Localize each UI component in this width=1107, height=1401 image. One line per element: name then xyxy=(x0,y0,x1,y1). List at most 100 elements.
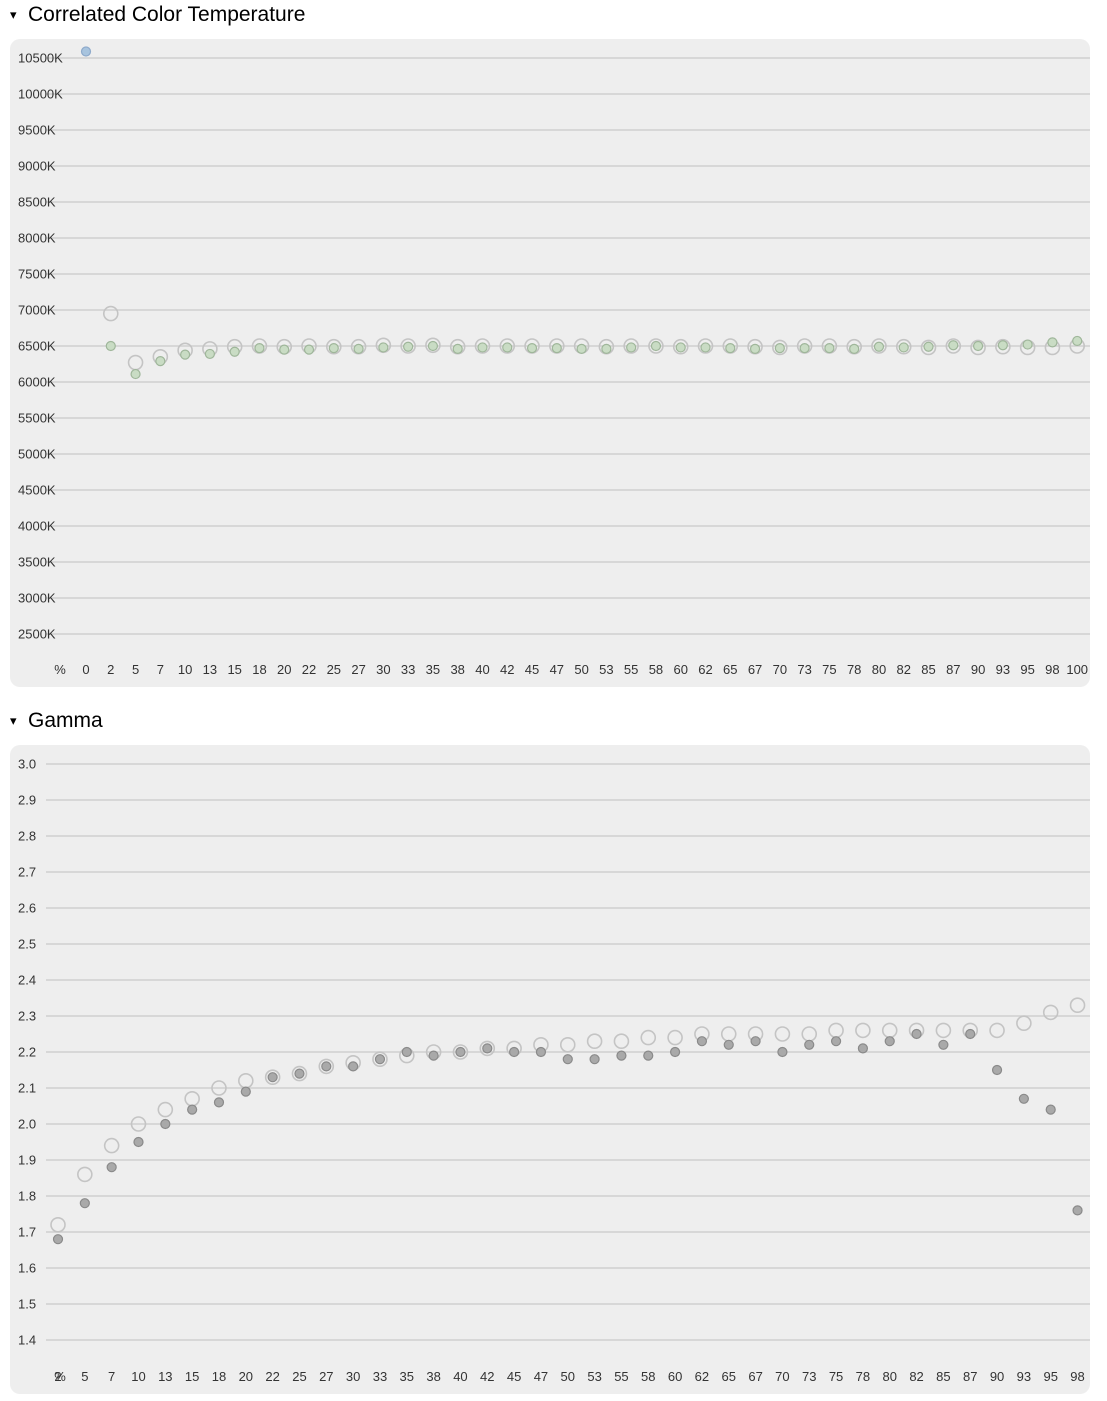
cct-measured-point xyxy=(923,341,934,352)
cct-reference-point xyxy=(772,339,788,356)
gamma-measured-point xyxy=(884,1036,895,1047)
cct-x-tick-label: 53 xyxy=(599,662,613,677)
gamma-reference-point xyxy=(559,1036,576,1053)
cct-measured-point xyxy=(849,343,860,354)
gamma-x-tick-label: 33 xyxy=(373,1369,387,1384)
gamma-reference-point xyxy=(720,1026,737,1042)
gamma-x-tick-label: 55 xyxy=(614,1369,628,1384)
gamma-measured-point xyxy=(535,1046,547,1058)
gamma-reference-point xyxy=(613,1033,630,1050)
cct-x-tick-label: 5 xyxy=(132,662,139,677)
cct-y-tick-label: 6500K xyxy=(18,339,56,354)
gamma-measured-point xyxy=(455,1046,466,1058)
cct-measured-point xyxy=(1022,339,1033,350)
gamma-x-tick-label: 35 xyxy=(400,1369,414,1384)
gamma-x-tick-label: 60 xyxy=(668,1369,682,1384)
cct-reference-point xyxy=(400,338,416,354)
gamma-reference-point xyxy=(291,1065,308,1082)
gamma-reference-point xyxy=(452,1044,469,1060)
gamma-y-tick-label: 1.8 xyxy=(18,1189,36,1204)
cct-x-tick-label: 65 xyxy=(723,662,737,677)
cct-x-tick-label: 20 xyxy=(277,662,291,677)
gamma-measured-point xyxy=(401,1046,412,1058)
gamma-x-unit-label: % xyxy=(54,1369,66,1384)
gamma-x-tick-label: 82 xyxy=(909,1369,923,1384)
cct-x-unit-label: % xyxy=(54,662,66,677)
gamma-measured-point xyxy=(52,1234,64,1245)
cct-measured-point xyxy=(254,343,265,354)
gamma-reference-point xyxy=(130,1116,147,1132)
cct-x-tick-label: 7 xyxy=(157,662,164,677)
gamma-x-tick-label: 62 xyxy=(695,1369,709,1384)
gamma-y-tick-label: 2.0 xyxy=(18,1117,36,1132)
cct-y-tick-label: 8000K xyxy=(18,231,56,246)
gamma-y-tick-label: 1.4 xyxy=(18,1333,36,1348)
gamma-x-tick-label: 93 xyxy=(1017,1369,1031,1384)
gamma-reference-point xyxy=(586,1033,603,1050)
gamma-x-tick-label: 27 xyxy=(319,1369,333,1384)
gamma-measured-point xyxy=(750,1036,761,1047)
gamma-measured-point xyxy=(965,1028,976,1040)
gamma-section-header[interactable]: ▾ Gamma xyxy=(10,709,103,733)
gamma-y-tick-label: 2.5 xyxy=(18,937,36,952)
gamma-x-tick-label: 45 xyxy=(507,1369,521,1384)
cct-x-tick-label: 55 xyxy=(624,662,638,677)
gamma-x-tick-label: 98 xyxy=(1070,1369,1084,1384)
cct-measured-point xyxy=(700,342,711,353)
cct-x-tick-label: 33 xyxy=(401,662,415,677)
cct-x-tick-label: 2 xyxy=(107,662,114,677)
gamma-measured-point xyxy=(1045,1104,1056,1115)
cct-y-tick-label: 7000K xyxy=(18,303,56,318)
cct-x-tick-label: 98 xyxy=(1045,662,1059,677)
gamma-reference-point xyxy=(479,1040,496,1057)
gamma-reference-point xyxy=(667,1029,683,1046)
cct-measured-point xyxy=(303,344,315,355)
cct-x-tick-label: 47 xyxy=(550,662,564,677)
cct-x-tick-label: 67 xyxy=(748,662,762,677)
gamma-y-tick-label: 2.2 xyxy=(18,1045,36,1060)
gamma-y-tick-label: 3.0 xyxy=(18,757,36,772)
gamma-reference-point xyxy=(157,1101,174,1118)
gamma-reference-point xyxy=(184,1090,200,1107)
cct-x-tick-label: 82 xyxy=(897,662,911,677)
cct-measured-point xyxy=(824,343,835,354)
gamma-measured-point xyxy=(374,1054,386,1065)
cct-x-tick-label: 70 xyxy=(773,662,787,677)
collapse-triangle-icon[interactable]: ▾ xyxy=(10,713,17,728)
cct-y-tick-label: 10000K xyxy=(18,87,63,102)
gamma-x-tick-label: 47 xyxy=(534,1369,548,1384)
cct-measured-point xyxy=(873,341,885,352)
gamma-measured-point xyxy=(1018,1093,1029,1104)
gamma-reference-point xyxy=(238,1072,254,1089)
gamma-measured-point xyxy=(482,1043,493,1054)
cct-x-tick-label: 95 xyxy=(1020,662,1034,677)
cct-x-tick-label: 27 xyxy=(351,662,365,677)
cct-measured-point xyxy=(105,340,116,352)
cct-reference-point xyxy=(648,338,664,354)
cct-measured-point xyxy=(601,343,612,354)
gamma-reference-point xyxy=(50,1216,66,1233)
gamma-measured-point xyxy=(267,1072,278,1083)
gamma-x-tick-label: 10 xyxy=(131,1369,145,1384)
cct-x-tick-label: 0 xyxy=(82,662,89,677)
cct-measured-point xyxy=(576,343,587,354)
gamma-x-tick-label: 65 xyxy=(722,1369,736,1384)
cct-y-tick-label: 3500K xyxy=(18,555,56,570)
gamma-x-tick-label: 30 xyxy=(346,1369,360,1384)
gamma-x-tick-label: 7 xyxy=(108,1369,115,1384)
gamma-x-tick-label: 15 xyxy=(185,1369,199,1384)
gamma-y-tick-label: 2.1 xyxy=(18,1081,36,1096)
cct-section-header[interactable]: ▾ Correlated Color Temperature xyxy=(10,3,305,27)
collapse-triangle-icon[interactable]: ▾ xyxy=(10,7,17,22)
gamma-reference-point xyxy=(372,1051,388,1068)
cct-y-tick-label: 7500K xyxy=(18,267,56,282)
gamma-x-tick-label: 20 xyxy=(239,1369,253,1384)
cct-reference-point xyxy=(102,305,119,322)
gamma-x-tick-label: 73 xyxy=(802,1369,816,1384)
gamma-measured-point xyxy=(79,1198,90,1209)
cct-reference-point xyxy=(127,354,144,371)
cct-measured-point xyxy=(328,343,339,354)
gamma-section-title: Gamma xyxy=(28,709,103,732)
cct-x-tick-label: 58 xyxy=(649,662,663,677)
cct-y-tick-label: 5000K xyxy=(18,447,56,462)
